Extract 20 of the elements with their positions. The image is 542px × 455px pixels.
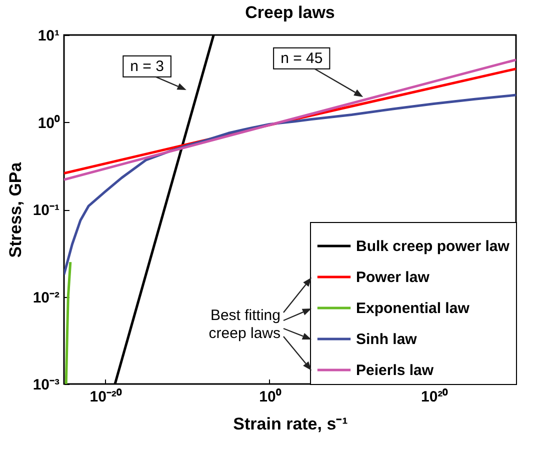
legend-label: Exponential law xyxy=(356,300,470,317)
x-tick-label: 10²⁰ xyxy=(420,388,449,406)
y-axis-title: Stress, GPa xyxy=(6,162,25,258)
y-tick-label: 10¹ xyxy=(38,28,60,44)
line-series xyxy=(64,260,72,384)
x-tick-label: 10⁻²⁰ xyxy=(90,388,122,406)
y-tick-label: 10⁻³ xyxy=(32,376,60,394)
chart-title: Creep laws xyxy=(245,3,335,22)
annotation: n = 3 xyxy=(130,58,164,75)
legend-label: Power law xyxy=(356,269,430,286)
x-axis-title: Strain rate, s⁻¹ xyxy=(233,414,348,434)
annotation: Best fitting creep laws xyxy=(208,307,280,342)
annotation: n = 45 xyxy=(280,50,323,67)
legend-label: Bulk creep power law xyxy=(356,238,510,255)
y-tick-label: 10⁻² xyxy=(32,289,60,306)
y-tick-label: 10⁰ xyxy=(38,114,60,132)
legend-label: Peierls law xyxy=(356,362,434,379)
legend-label: Sinh law xyxy=(356,331,418,348)
y-tick-label: 10⁻¹ xyxy=(32,202,60,219)
x-tick-label: 10⁰ xyxy=(259,388,282,406)
